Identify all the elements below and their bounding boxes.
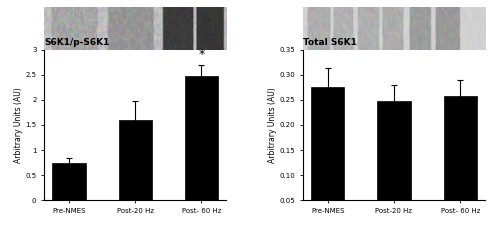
Bar bbox=[119, 120, 152, 200]
Y-axis label: Arbitrary Units (AU): Arbitrary Units (AU) bbox=[14, 87, 23, 163]
Bar bbox=[377, 101, 411, 226]
Bar bbox=[52, 163, 86, 200]
Text: Total S6K1: Total S6K1 bbox=[303, 38, 357, 47]
Bar bbox=[311, 87, 344, 226]
Bar bbox=[185, 76, 218, 200]
Text: *: * bbox=[198, 48, 205, 61]
Bar bbox=[443, 96, 477, 226]
Y-axis label: Arbitrary Units (AU): Arbitrary Units (AU) bbox=[268, 87, 277, 163]
Text: S6K1/p-S6K1: S6K1/p-S6K1 bbox=[44, 38, 109, 47]
